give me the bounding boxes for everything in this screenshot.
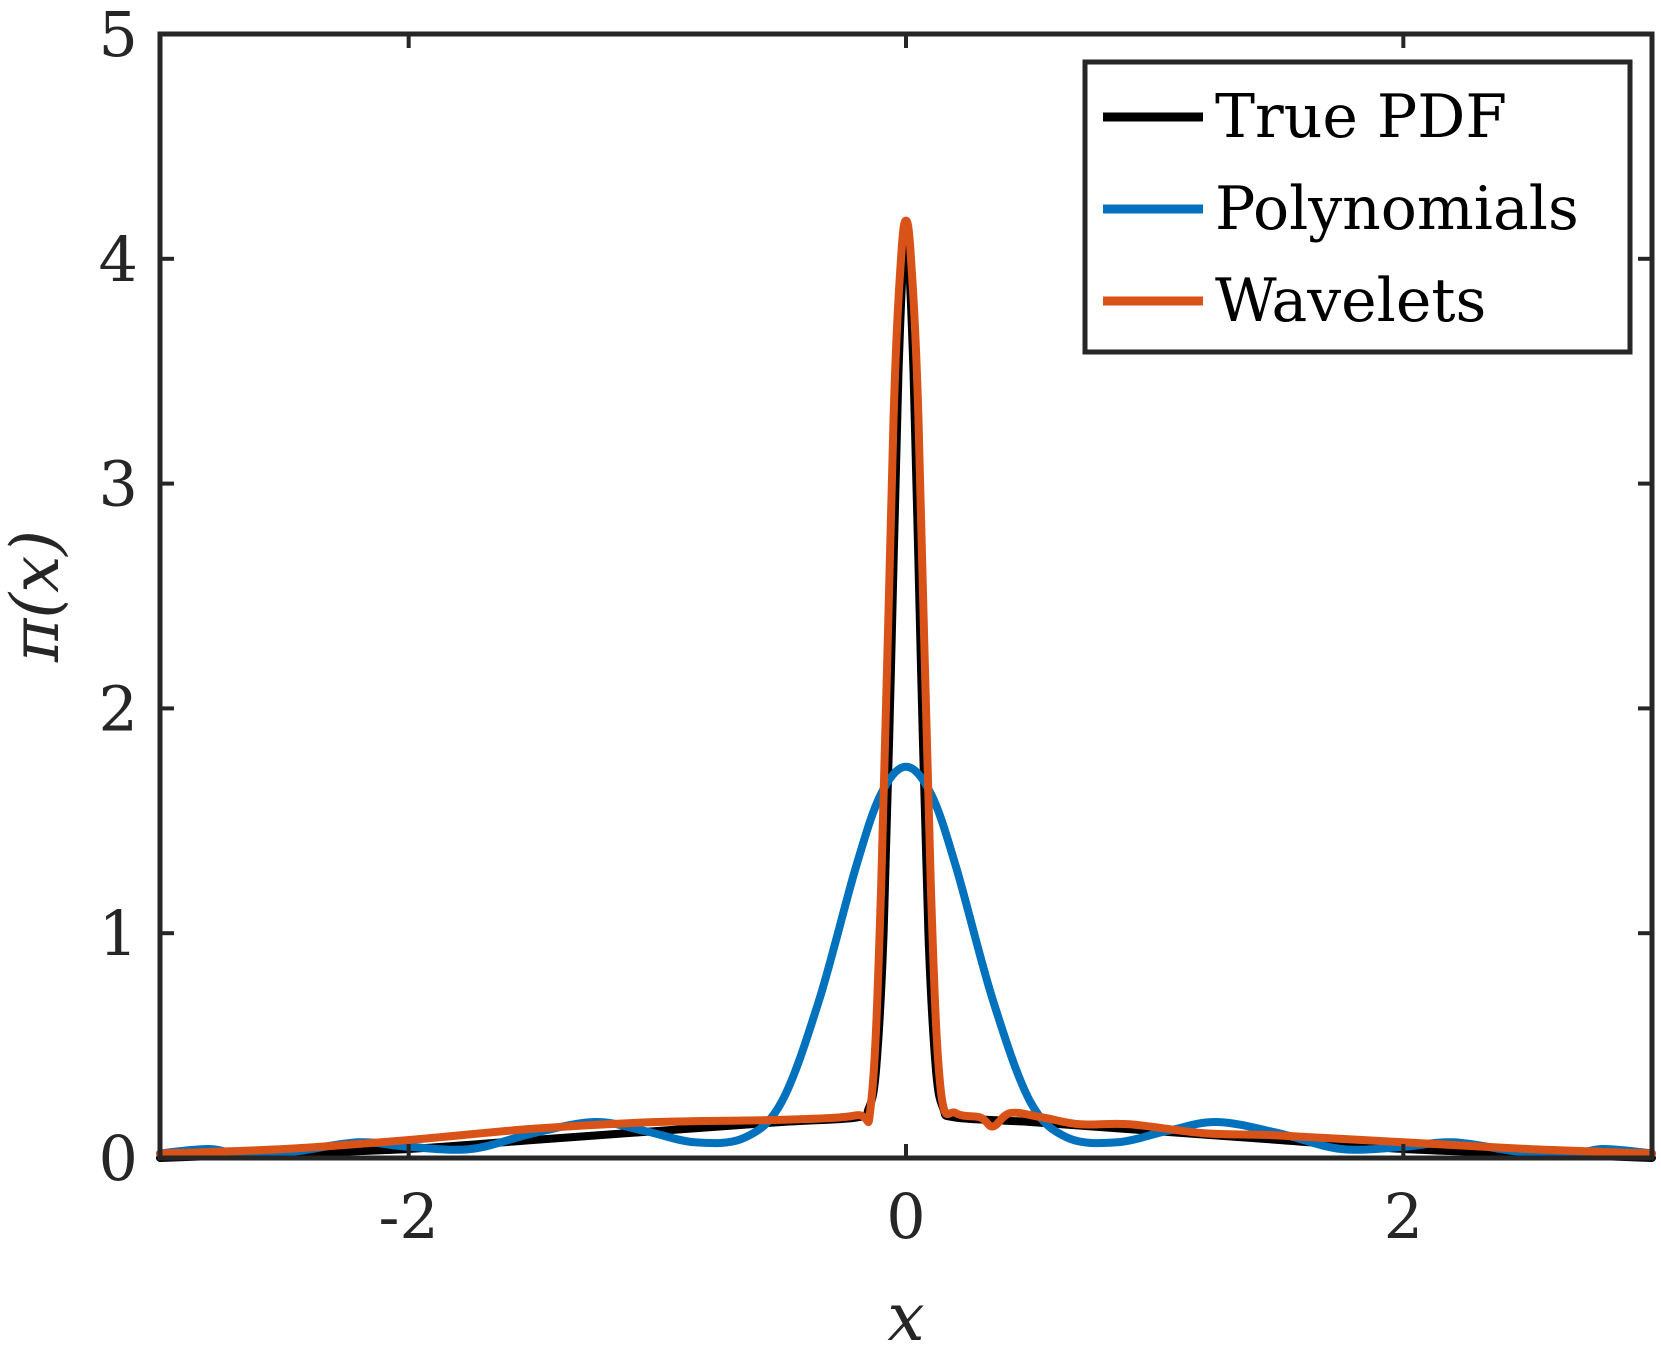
ticks-layer: -2 0 2 0 1 2 3 4 5	[99, 0, 1652, 1253]
y-tick-label: 2	[99, 672, 138, 745]
y-tick-label: 0	[99, 1122, 138, 1195]
series-layer	[156, 216, 1656, 1162]
x-tick-label: -2	[378, 1180, 438, 1253]
y-tick-label: 3	[99, 448, 138, 521]
y-tick-label: 5	[99, 0, 138, 71]
legend-label-polynomials: Polynomials	[1215, 174, 1579, 244]
legend: True PDF Polynomials Wavelets	[1082, 59, 1633, 355]
y-tick-label: 4	[99, 223, 138, 296]
legend-label-true-pdf: True PDF	[1215, 82, 1507, 152]
x-axis-label: x	[887, 1279, 924, 1348]
y-tick-label: 1	[99, 897, 138, 970]
legend-label-wavelets: Wavelets	[1215, 266, 1486, 336]
x-tick-label: 0	[886, 1180, 925, 1253]
y-axis-label: π(x)	[0, 530, 74, 663]
x-tick-label: 2	[1384, 1180, 1423, 1253]
series-line-polynomials	[156, 762, 1656, 1160]
series-line-wavelets	[156, 216, 1656, 1158]
